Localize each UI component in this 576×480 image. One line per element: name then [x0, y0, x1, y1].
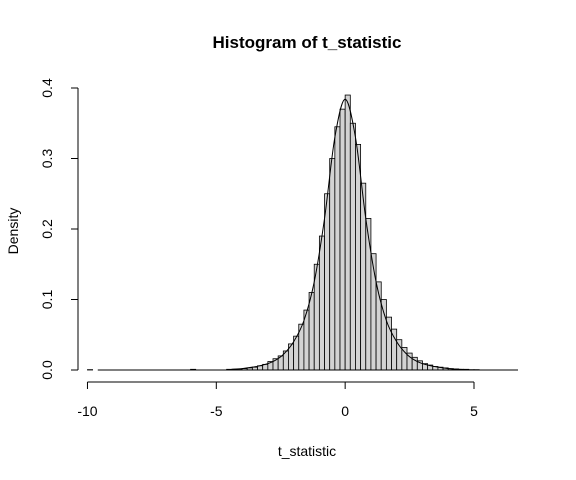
histogram-bar [355, 143, 362, 371]
density-curve [231, 98, 469, 371]
x-tick-label: 0 [341, 403, 349, 419]
histogram-bar [308, 292, 315, 371]
x-tick-label: -5 [210, 403, 223, 419]
histogram-bar [365, 218, 372, 371]
histogram-bar [318, 235, 325, 371]
x-axis-ticks: -10 -5 0 5 [77, 382, 478, 419]
histogram-bar [396, 339, 403, 371]
x-axis-label: t_statistic [278, 443, 336, 459]
histogram-bar [329, 158, 336, 371]
histogram-bar [391, 328, 398, 371]
histogram-bar [324, 193, 331, 371]
x-tick-label: 5 [470, 403, 478, 419]
histogram-bar [349, 122, 356, 371]
y-axis-ticks: 0.0 0.1 0.2 0.3 0.4 [39, 78, 78, 380]
histogram-bar [339, 108, 346, 371]
histogram-bar [401, 347, 408, 371]
y-tick-label: 0.0 [39, 360, 55, 380]
y-axis-label: Density [5, 208, 21, 255]
histogram-bar [334, 126, 341, 371]
histogram-bar [370, 253, 377, 371]
y-tick-label: 0.3 [39, 149, 55, 169]
histogram-bar [385, 316, 392, 371]
y-tick-label: 0.1 [39, 290, 55, 310]
y-tick-label: 0.2 [39, 219, 55, 239]
y-tick-label: 0.4 [39, 78, 55, 98]
x-tick-label: -10 [77, 403, 97, 419]
chart-title: Histogram of t_statistic [213, 33, 402, 52]
histogram-bars [87, 94, 480, 371]
histogram-bar [380, 299, 387, 371]
histogram-bar [344, 94, 351, 371]
